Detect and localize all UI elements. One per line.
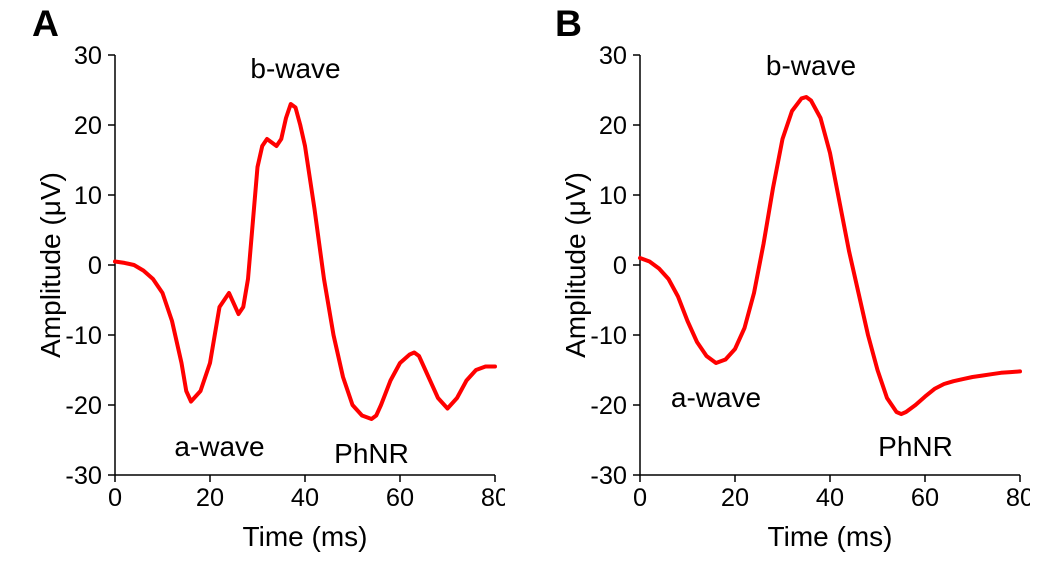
y-tick-label: 20 bbox=[599, 112, 627, 140]
x-tick-label: 20 bbox=[721, 484, 749, 512]
annotation-label: b-wave bbox=[250, 53, 340, 85]
x-tick-label: 80 bbox=[481, 484, 505, 512]
annotation-label: b-wave bbox=[766, 50, 856, 82]
y-axis-label: Amplitude (μV) bbox=[35, 172, 67, 358]
waveform-line bbox=[640, 97, 1020, 414]
y-tick-label: 0 bbox=[88, 252, 102, 280]
y-tick-label: 30 bbox=[74, 45, 102, 70]
x-tick-label: 20 bbox=[196, 484, 224, 512]
y-tick-label: 20 bbox=[74, 112, 102, 140]
y-tick-label: 0 bbox=[613, 252, 627, 280]
y-tick-label: 30 bbox=[599, 45, 627, 70]
x-tick-label: 40 bbox=[291, 484, 319, 512]
y-tick-label: -30 bbox=[65, 462, 102, 490]
x-tick-label: 60 bbox=[911, 484, 939, 512]
annotation-label: a-wave bbox=[174, 431, 264, 463]
figure: A 0 20 40 60 80 -30 -20 -10 0 10 20 30 Time (ms) Ampli… bbox=[0, 0, 1050, 567]
chart-svg: 0 20 40 60 80 -30 -20 -10 0 10 20 30 bbox=[570, 45, 1030, 545]
x-axis-label: Time (ms) bbox=[243, 521, 368, 553]
x-axis-label: Time (ms) bbox=[768, 521, 893, 553]
annotation-label: PhNR bbox=[334, 438, 409, 470]
y-tick-label: -30 bbox=[590, 462, 627, 490]
x-tick-label: 80 bbox=[1006, 484, 1030, 512]
y-tick-label: 10 bbox=[74, 182, 102, 210]
y-tick-label: -10 bbox=[65, 322, 102, 350]
y-tick-label: -20 bbox=[65, 392, 102, 420]
x-tick-label: 60 bbox=[386, 484, 414, 512]
x-tick-label: 0 bbox=[633, 484, 647, 512]
waveform-line bbox=[115, 104, 495, 419]
annotation-label: PhNR bbox=[878, 431, 953, 463]
annotation-label: a-wave bbox=[671, 382, 761, 414]
y-tick-label: -10 bbox=[590, 322, 627, 350]
y-tick-label: 10 bbox=[599, 182, 627, 210]
chart-svg: 0 20 40 60 80 -30 -20 -10 0 10 20 30 bbox=[45, 45, 505, 545]
x-tick-label: 40 bbox=[816, 484, 844, 512]
x-tick-label: 0 bbox=[108, 484, 122, 512]
y-tick-label: -20 bbox=[590, 392, 627, 420]
panel-letter: A bbox=[32, 2, 59, 45]
panel-letter: B bbox=[555, 2, 582, 45]
y-axis-label: Amplitude (μV) bbox=[560, 172, 592, 358]
